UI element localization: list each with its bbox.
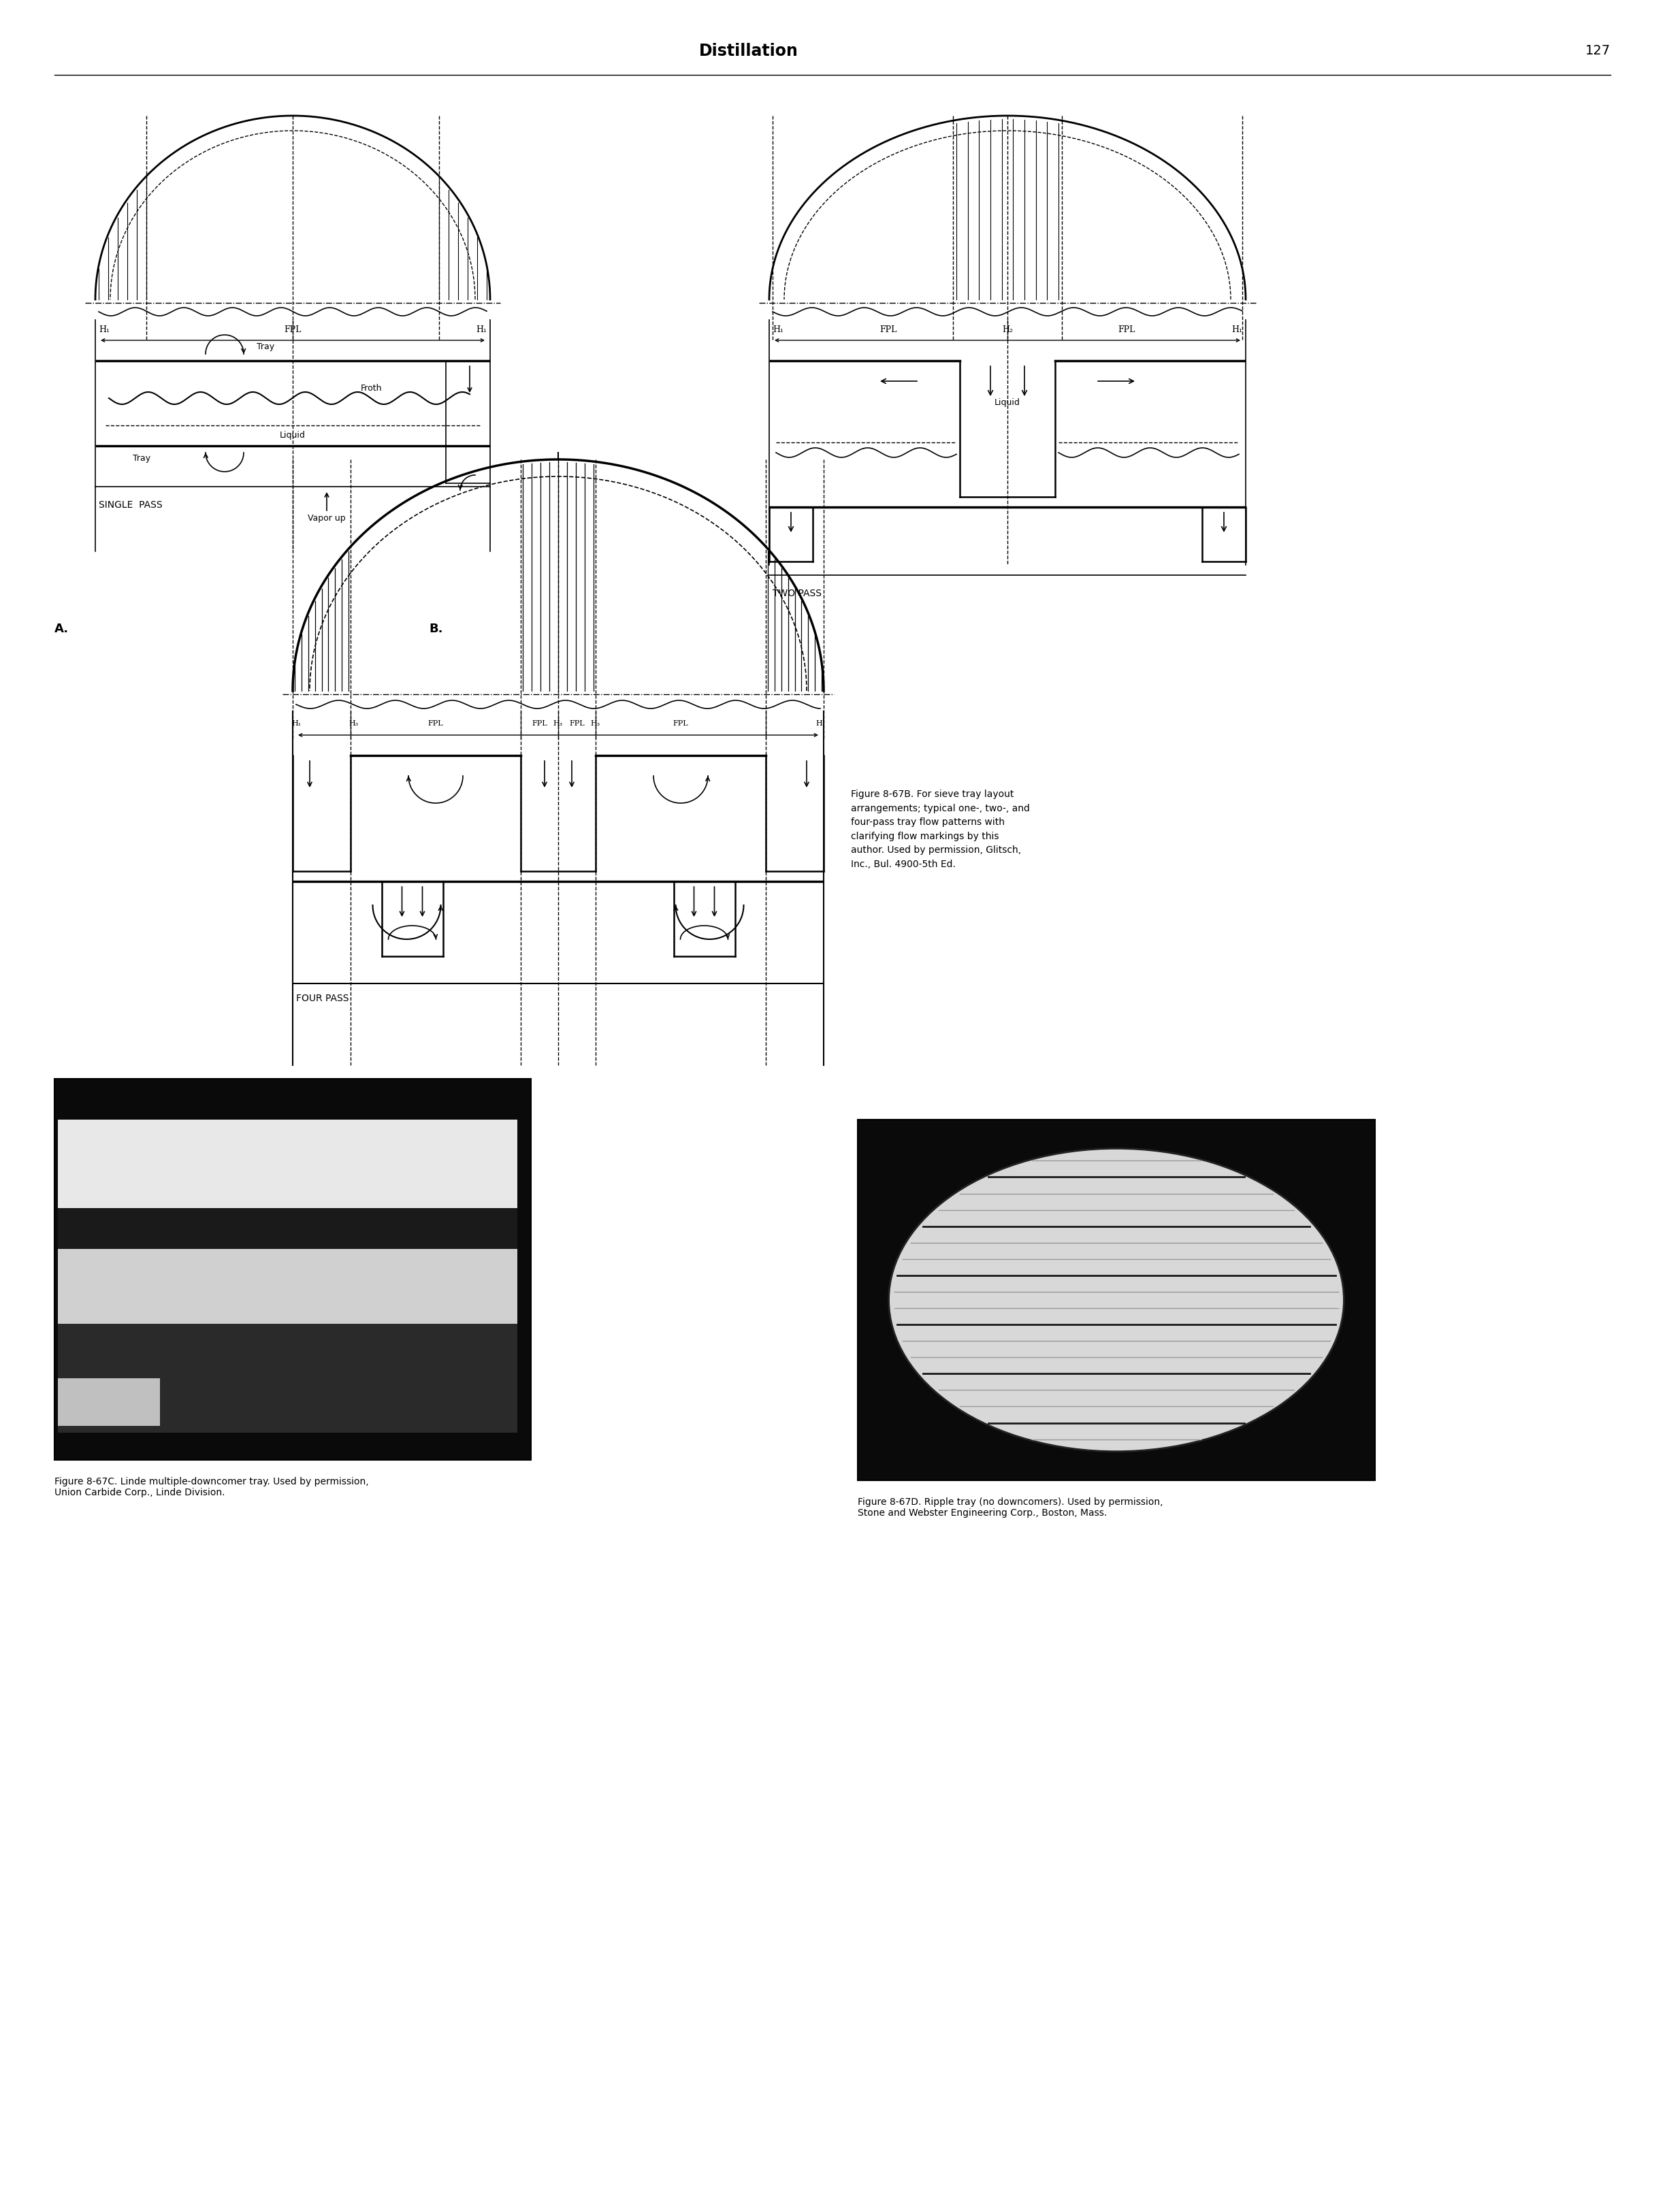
Bar: [58, 1323, 518, 1433]
Text: H₁: H₁: [291, 721, 301, 728]
Text: Figure 8-67C. Linde multiple-downcomer tray. Used by permission,
Union Carbide C: Figure 8-67C. Linde multiple-downcomer t…: [55, 1478, 368, 1498]
Text: Distillation: Distillation: [699, 42, 799, 60]
Bar: [58, 1208, 518, 1250]
Text: FPL: FPL: [428, 721, 443, 728]
Text: H₁: H₁: [773, 325, 784, 334]
Text: TWO PASS: TWO PASS: [773, 588, 821, 597]
Text: H₃: H₃: [553, 721, 563, 728]
Bar: [55, 1079, 531, 1460]
Text: FOUR PASS: FOUR PASS: [296, 993, 350, 1004]
Text: Tray: Tray: [133, 453, 150, 462]
Text: Liquid: Liquid: [994, 398, 1021, 407]
Text: FPL: FPL: [1117, 325, 1136, 334]
Text: FPL: FPL: [569, 721, 584, 728]
Text: H₁: H₁: [476, 325, 486, 334]
Text: FPL: FPL: [531, 721, 548, 728]
Text: Figure 8-67D. Ripple tray (no downcomers). Used by permission,
Stone and Webster: Figure 8-67D. Ripple tray (no downcomers…: [857, 1498, 1162, 1517]
Text: H₁: H₁: [1232, 325, 1242, 334]
Text: SINGLE  PASS: SINGLE PASS: [98, 500, 163, 509]
Text: Vapor up: Vapor up: [308, 513, 346, 522]
Text: FPL: FPL: [673, 721, 688, 728]
Bar: [857, 1119, 1375, 1480]
Text: FPL: FPL: [285, 325, 301, 334]
Text: H₃: H₃: [350, 721, 360, 728]
Text: 127: 127: [1585, 44, 1610, 58]
Bar: [58, 1378, 160, 1427]
Ellipse shape: [889, 1148, 1344, 1451]
Text: FPL: FPL: [879, 325, 897, 334]
Text: H₁: H₁: [98, 325, 110, 334]
Text: B.: B.: [430, 624, 443, 635]
Text: H₂: H₂: [1002, 325, 1012, 334]
Text: Figure 8-67B. For sieve tray layout
arrangements; typical one-, two-, and
four-p: Figure 8-67B. For sieve tray layout arra…: [851, 790, 1031, 869]
Bar: [58, 1250, 518, 1323]
Text: Tray: Tray: [256, 343, 275, 352]
Text: Liquid: Liquid: [280, 431, 306, 440]
Text: H₁: H₁: [816, 721, 826, 728]
Text: Froth: Froth: [361, 385, 383, 394]
Text: H₃: H₃: [591, 721, 601, 728]
Text: A.: A.: [55, 624, 68, 635]
Bar: [58, 1119, 518, 1208]
